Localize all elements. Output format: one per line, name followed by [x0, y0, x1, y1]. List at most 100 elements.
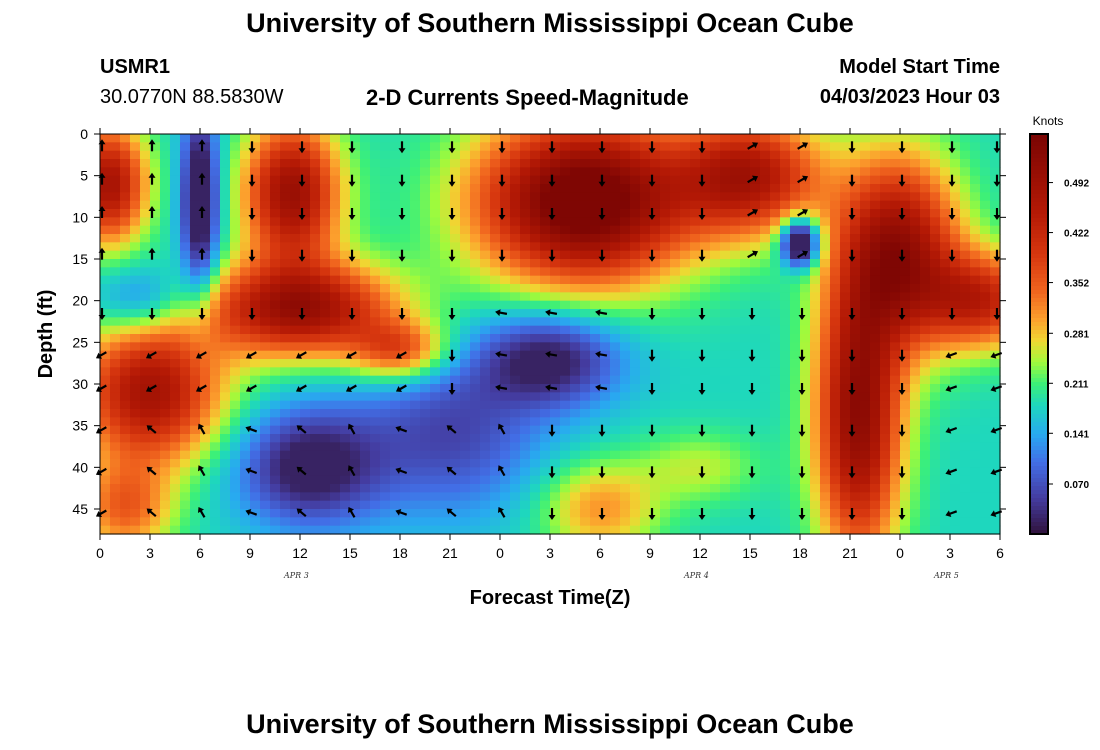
- heatmap-cell: [950, 150, 961, 160]
- heatmap-cell: [780, 500, 791, 510]
- heatmap-cell: [770, 409, 781, 418]
- heatmap-cell: [840, 150, 851, 160]
- colorbar-label: Knots: [1033, 114, 1064, 128]
- heatmap-cell: [630, 200, 641, 210]
- heatmap-cell: [450, 309, 461, 318]
- heatmap-cell: [340, 242, 351, 252]
- heatmap-cell: [470, 134, 481, 143]
- heatmap-cell: [570, 234, 581, 243]
- heatmap-cell: [610, 259, 621, 268]
- heatmap-cell: [440, 234, 451, 243]
- heatmap-cell: [340, 234, 351, 243]
- heatmap-cell: [450, 334, 461, 343]
- heatmap-cell: [100, 142, 111, 152]
- heatmap-cell: [690, 325, 701, 335]
- heatmap-cell: [900, 234, 911, 243]
- heatmap-cell: [660, 175, 671, 185]
- heatmap-cell: [220, 492, 231, 502]
- heatmap-cell: [680, 417, 691, 427]
- heatmap-cell: [510, 200, 521, 210]
- heatmap-cell: [110, 234, 121, 243]
- heatmap-cell: [790, 392, 801, 402]
- heatmap-cell: [360, 434, 371, 443]
- heatmap-cell: [210, 225, 221, 235]
- heatmap-cell: [600, 509, 611, 518]
- heatmap-cell: [470, 450, 481, 460]
- heatmap-cell: [490, 167, 501, 177]
- heatmap-cell: [830, 434, 841, 443]
- heatmap-cell: [820, 467, 831, 477]
- heatmap-cell: [890, 517, 901, 527]
- heatmap-cell: [550, 200, 561, 210]
- heatmap-cell: [730, 509, 741, 518]
- heatmap-cell: [480, 517, 491, 527]
- heatmap-cell: [350, 167, 361, 177]
- heatmap-cell: [750, 475, 761, 485]
- heatmap-cell: [590, 200, 601, 210]
- current-arrow: [898, 308, 906, 320]
- date-label-apr3: APR 3: [284, 571, 309, 580]
- heatmap-cell: [490, 275, 501, 285]
- heatmap-cell: [670, 359, 681, 368]
- heatmap-cell: [680, 184, 691, 193]
- heatmap-cell: [670, 517, 681, 527]
- heatmap-cell: [410, 300, 421, 310]
- heatmap-cell: [850, 259, 861, 268]
- heatmap-cell: [680, 459, 691, 468]
- heatmap-cell: [410, 350, 421, 360]
- heatmap-cell: [930, 525, 941, 535]
- heatmap-cell: [210, 142, 221, 152]
- heatmap-cell: [640, 375, 651, 385]
- heatmap-cell: [170, 350, 181, 360]
- heatmap-cell: [760, 484, 771, 493]
- current-arrow: [797, 208, 809, 217]
- heatmap-cell: [590, 225, 601, 235]
- heatmap-cell: [370, 417, 381, 427]
- heatmap-cell: [400, 242, 411, 252]
- heatmap-cell: [860, 359, 871, 368]
- heatmap-cell: [670, 200, 681, 210]
- heatmap-cell: [740, 309, 751, 318]
- heatmap-cell: [550, 242, 561, 252]
- heatmap-cell: [420, 434, 431, 443]
- current-arrow: [648, 208, 656, 220]
- heatmap-cell: [490, 200, 501, 210]
- heatmap-cell: [650, 425, 661, 435]
- heatmap-cell: [740, 359, 751, 368]
- heatmap-cell: [320, 400, 331, 410]
- heatmap-cell: [900, 517, 911, 527]
- heatmap-cell: [540, 425, 551, 435]
- heatmap-cell: [810, 492, 821, 502]
- heatmap-cell: [430, 492, 441, 502]
- heatmap-cell: [890, 492, 901, 502]
- heatmap-cell: [450, 517, 461, 527]
- heatmap-cell: [240, 350, 251, 360]
- heatmap-cell: [330, 359, 341, 368]
- heatmap-cell: [150, 175, 161, 185]
- heatmap-cell: [340, 250, 351, 260]
- heatmap-cell: [790, 267, 801, 277]
- heatmap-cell: [320, 500, 331, 510]
- heatmap-cell: [880, 184, 891, 193]
- heatmap-cell: [880, 217, 891, 227]
- heatmap-cell: [880, 525, 891, 535]
- heatmap-cell: [390, 150, 401, 160]
- heatmap-cell: [630, 484, 641, 493]
- heatmap-cell: [840, 284, 851, 293]
- heatmap-cell: [150, 400, 161, 410]
- heatmap-cell: [370, 409, 381, 418]
- heatmap-cell: [210, 400, 221, 410]
- heatmap-cell: [610, 175, 621, 185]
- heatmap-cell: [990, 417, 1001, 427]
- heatmap-cell: [150, 425, 161, 435]
- heatmap-cell: [770, 300, 781, 310]
- heatmap-cell: [680, 134, 691, 143]
- heatmap-cell: [180, 392, 191, 402]
- heatmap-cell: [550, 425, 561, 435]
- heatmap-cell: [730, 300, 741, 310]
- heatmap-cell: [510, 359, 521, 368]
- heatmap-cell: [540, 309, 551, 318]
- heatmap-cell: [200, 350, 211, 360]
- heatmap-cell: [530, 434, 541, 443]
- heatmap-cell: [620, 184, 631, 193]
